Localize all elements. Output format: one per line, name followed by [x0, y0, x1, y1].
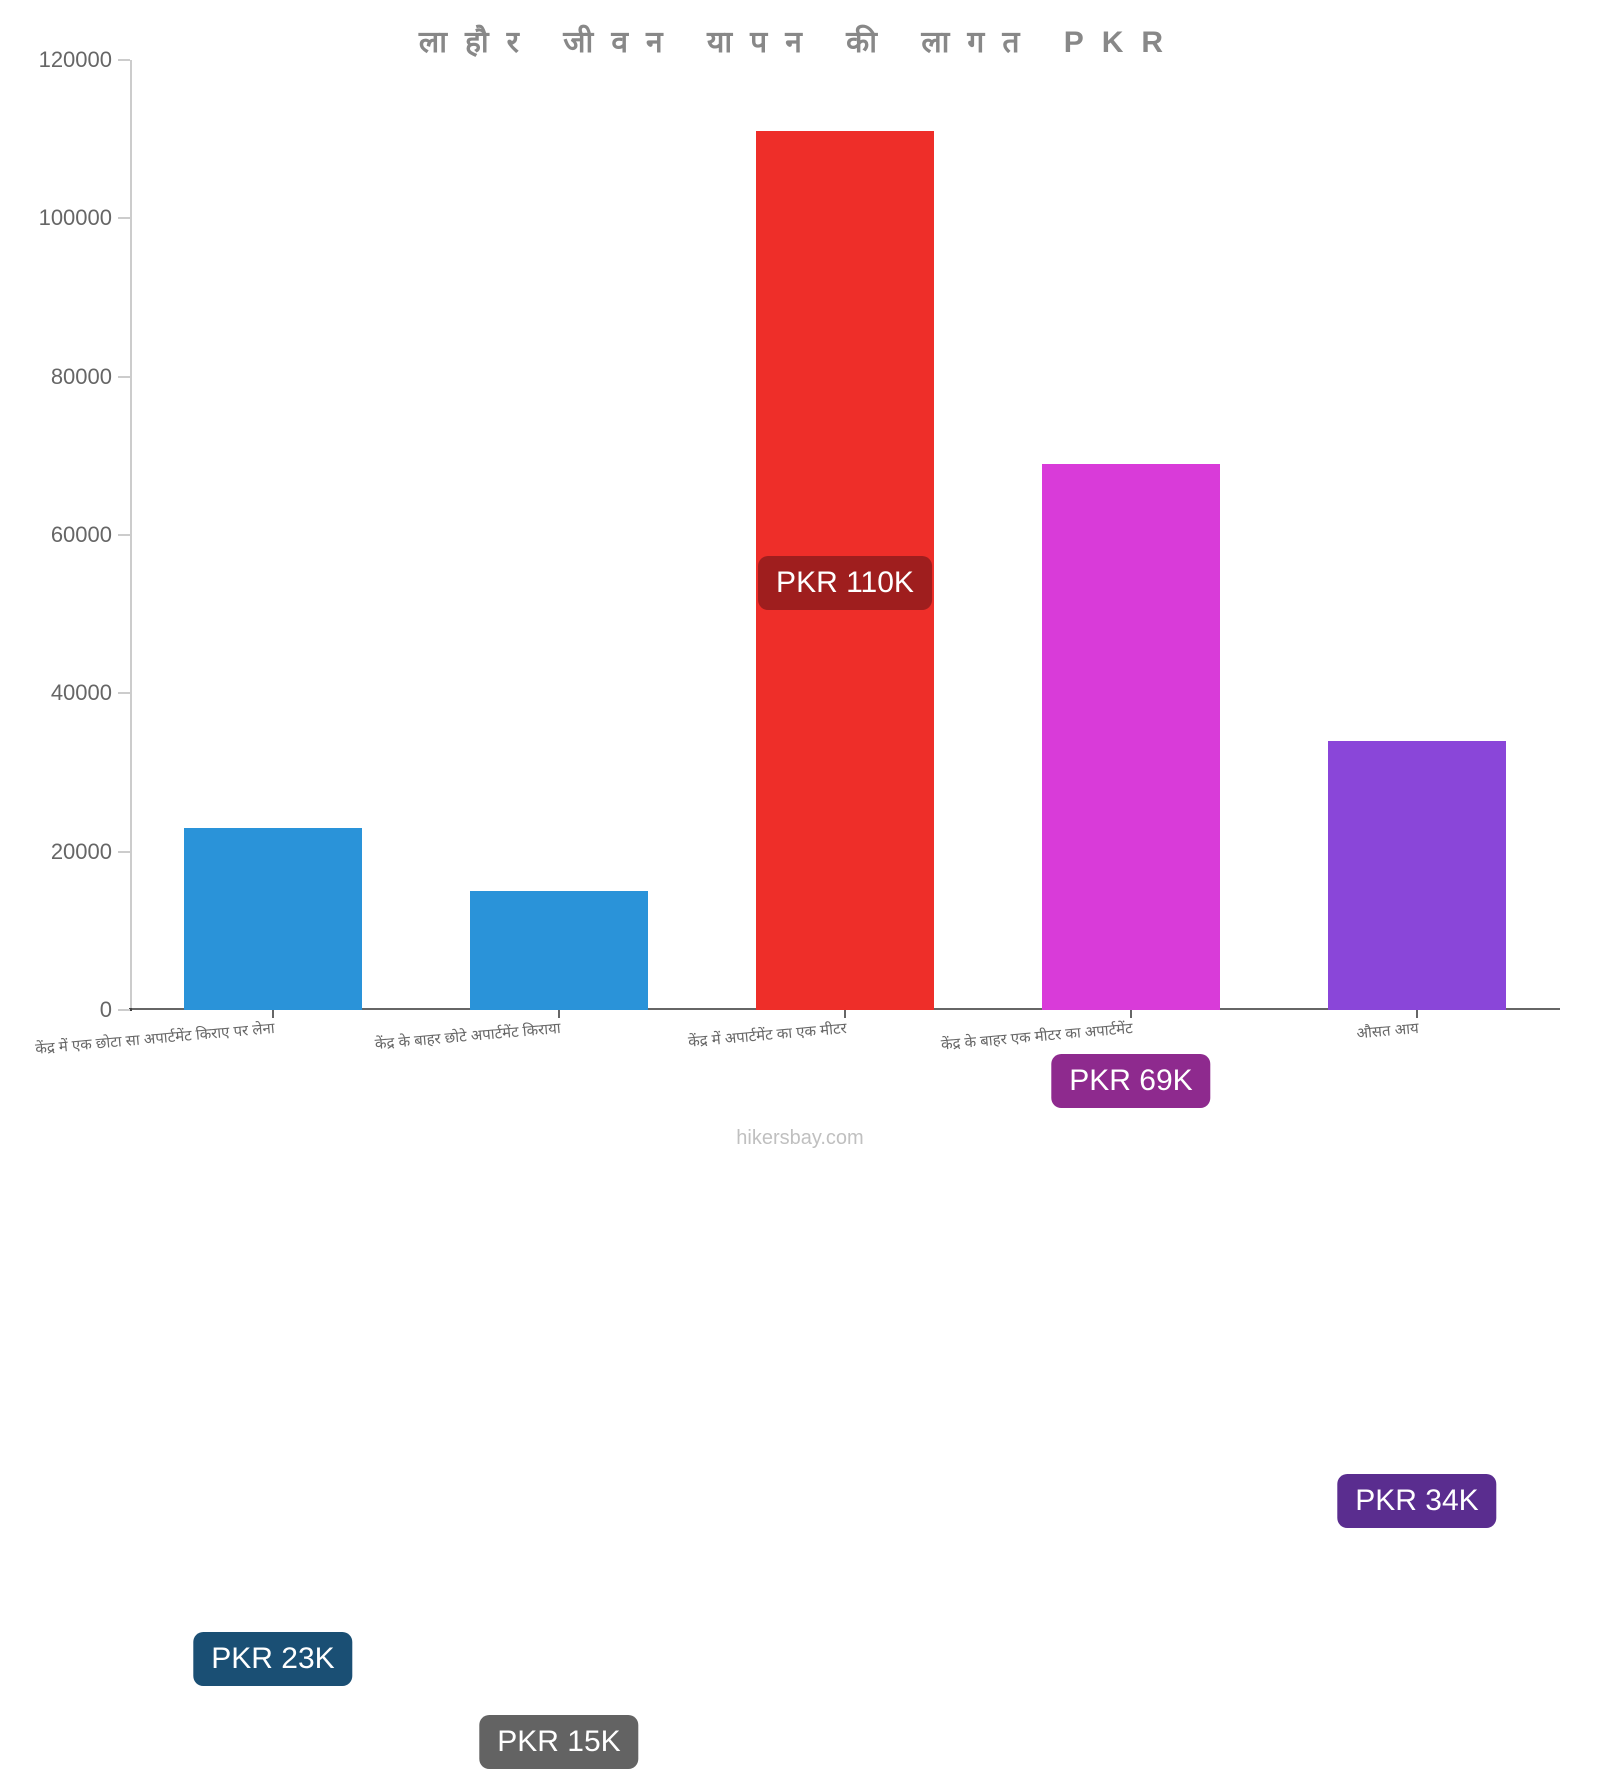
bar: PKR 110K — [756, 131, 933, 1010]
value-badge: PKR 34K — [1337, 1474, 1496, 1528]
y-tick — [118, 1009, 130, 1011]
cost-of-living-chart: लाहौर जीवन यापन की लागत PKR 020000400006… — [0, 0, 1600, 1200]
y-tick — [118, 534, 130, 536]
y-axis — [130, 60, 132, 1010]
bar: PKR 23K — [184, 828, 361, 1010]
y-tick — [118, 217, 130, 219]
value-badge: PKR 110K — [758, 556, 932, 610]
bar: PKR 15K — [470, 891, 647, 1010]
y-tick-label: 100000 — [39, 205, 112, 231]
y-tick-label: 120000 — [39, 47, 112, 73]
chart-title: लाहौर जीवन यापन की लागत PKR — [0, 20, 1600, 61]
value-badge: PKR 23K — [193, 1632, 352, 1686]
bar: PKR 69K — [1042, 464, 1219, 1010]
value-badge: PKR 15K — [479, 1715, 638, 1769]
y-tick — [118, 59, 130, 61]
y-tick — [118, 376, 130, 378]
bar: PKR 34K — [1328, 741, 1505, 1010]
watermark: hikersbay.com — [0, 1127, 1600, 1150]
y-tick — [118, 851, 130, 853]
y-tick-label: 60000 — [51, 522, 112, 548]
y-tick-label: 80000 — [51, 364, 112, 390]
y-tick — [118, 692, 130, 694]
y-tick-label: 0 — [100, 997, 112, 1023]
y-tick-label: 20000 — [51, 839, 112, 865]
y-tick-label: 40000 — [51, 680, 112, 706]
plot-area: 020000400006000080000100000120000PKR 23K… — [130, 60, 1560, 1010]
